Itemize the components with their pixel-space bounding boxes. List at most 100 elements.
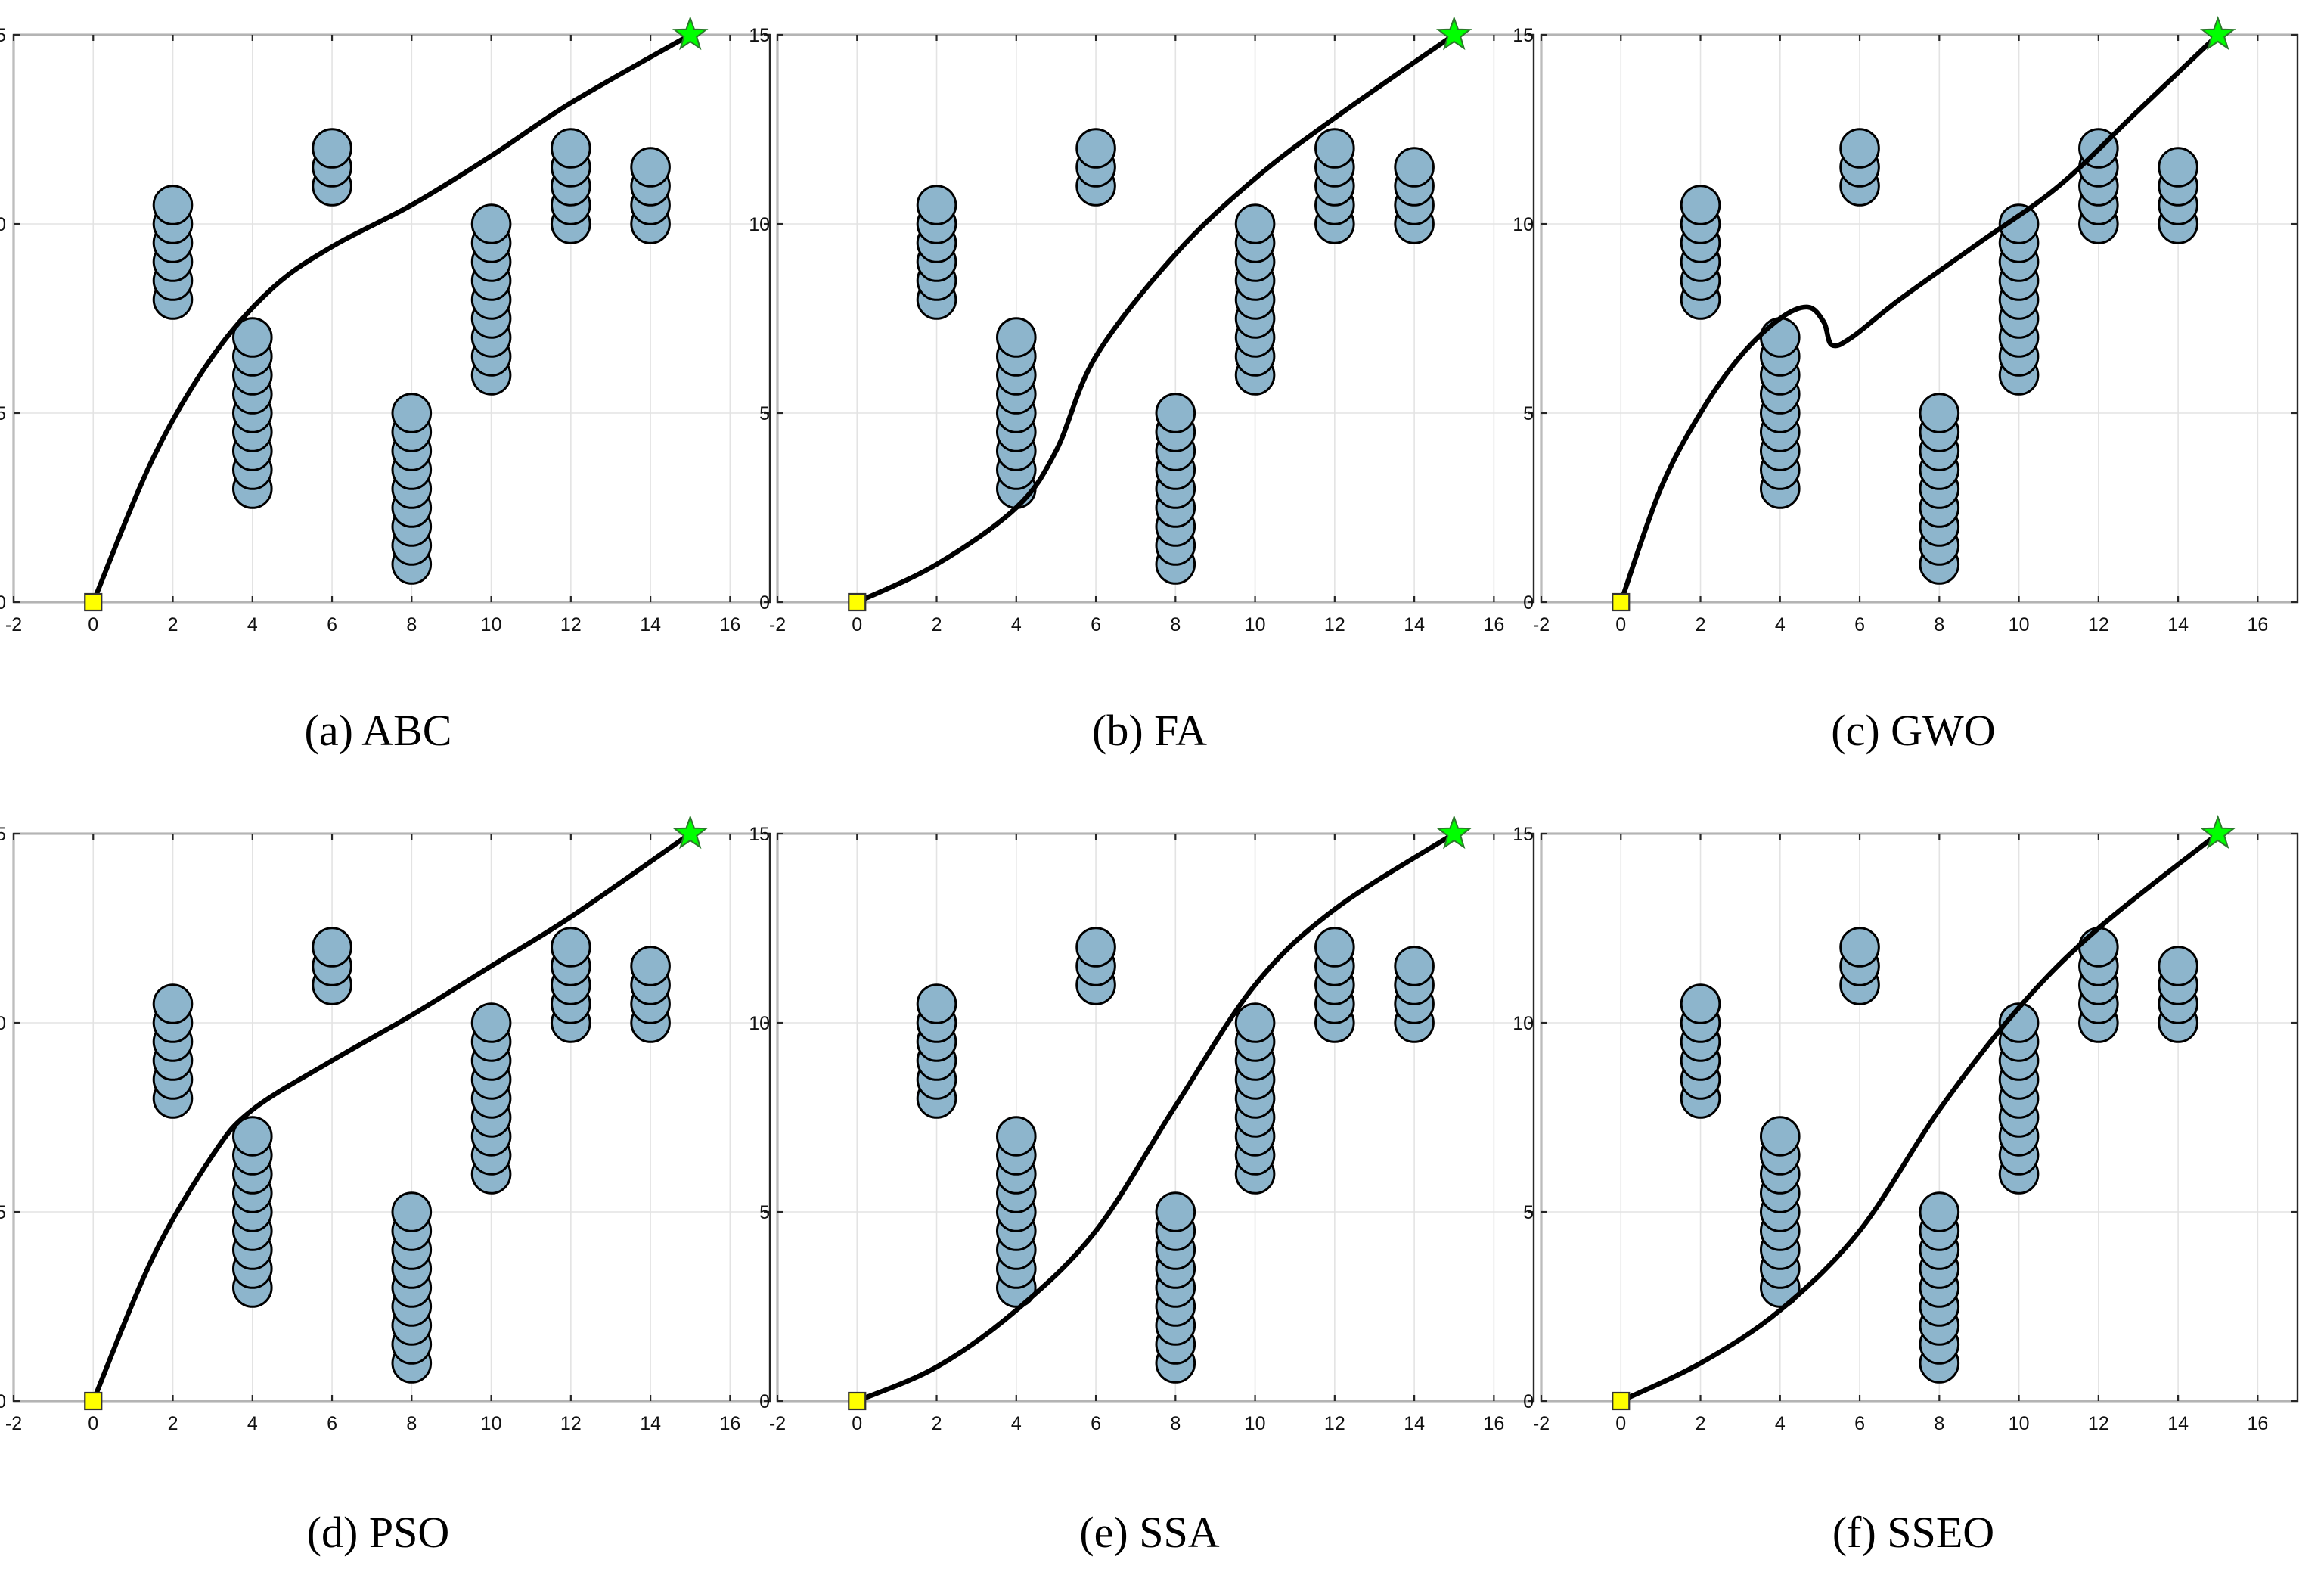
obstacle-circle: [551, 128, 591, 169]
obstacle-circle: [1919, 1191, 1960, 1232]
x-tick-label-d: 12: [560, 1413, 582, 1434]
x-tick-label-d: 0: [88, 1413, 98, 1434]
caption-d: (d) PSO: [307, 1508, 450, 1557]
x-tick-label-a: 2: [168, 614, 178, 635]
obstacle-circle: [1839, 927, 1880, 968]
x-tick-label-e: 2: [932, 1413, 942, 1434]
x-tick-label-f: 14: [2167, 1413, 2189, 1434]
obstacle-circle: [152, 185, 194, 225]
y-tick-label-c: 10: [1513, 214, 1534, 235]
x-tick-label-c: 8: [1934, 614, 1944, 635]
obstacle-circle: [312, 927, 352, 968]
y-tick-label-a: 0: [0, 592, 6, 614]
obstacle-circle: [1839, 128, 1880, 169]
y-tick-label-d: 15: [0, 824, 6, 845]
obstacle-circle: [231, 317, 273, 358]
robot-path-b: [855, 32, 1457, 605]
y-tick-label-a: 15: [0, 25, 6, 46]
obstacle-circle: [1314, 927, 1355, 968]
x-tick-label-c: 2: [1696, 614, 1706, 635]
caption-b: (b) FA: [1092, 706, 1207, 755]
x-tick-label-a: 12: [560, 614, 582, 635]
goal-star-e: [1435, 815, 1472, 850]
x-tick-label-d: -2: [5, 1413, 22, 1434]
x-tick-label-a: 4: [247, 614, 258, 635]
obstacles-c: [1680, 128, 2198, 585]
obstacle-circle: [2158, 147, 2198, 188]
robot-path-c: [1618, 32, 2220, 605]
obstacles-d: [152, 927, 671, 1384]
y-tick-label-f: 5: [1523, 1202, 1534, 1223]
obstacle-circle: [916, 185, 957, 225]
x-tick-label-d: 4: [247, 1413, 258, 1434]
robot-path-f: [1618, 831, 2220, 1404]
obstacle-circle: [916, 983, 957, 1024]
x-tick-label-a: 16: [719, 614, 740, 635]
x-tick-label-c: 14: [2167, 614, 2189, 635]
obstacle-circle: [231, 1116, 273, 1157]
x-tick-label-e: 4: [1011, 1413, 1022, 1434]
start-marker-d: [84, 1391, 103, 1411]
robot-path-e: [855, 831, 1457, 1404]
x-tick-label-d: 14: [640, 1413, 661, 1434]
obstacle-circle: [1919, 393, 1960, 433]
x-tick-label-a: 0: [88, 614, 98, 635]
goal-star-f: [2199, 815, 2236, 850]
y-tick-label-b: 0: [759, 592, 770, 614]
obstacle-circle: [2158, 946, 2198, 986]
x-tick-label-b: 6: [1091, 614, 1101, 635]
caption-e: (e) SSA: [1079, 1508, 1219, 1557]
obstacle-circle: [551, 927, 591, 968]
start-marker-b: [848, 592, 867, 612]
obstacle-circle: [391, 393, 433, 433]
x-tick-label-d: 16: [719, 1413, 740, 1434]
y-tick-label-b: 15: [749, 25, 770, 46]
x-tick-label-f: 8: [1934, 1413, 1944, 1434]
robot-path-d: [91, 831, 693, 1404]
x-tick-label-f: 16: [2247, 1413, 2268, 1434]
x-tick-label-c: 0: [1615, 614, 1626, 635]
x-tick-label-e: 8: [1170, 1413, 1181, 1434]
obstacle-circle: [1394, 946, 1435, 986]
obstacle-circle: [470, 203, 512, 244]
y-tick-label-e: 15: [749, 824, 770, 845]
obstacles-b: [916, 128, 1435, 585]
x-tick-label-c: -2: [1533, 614, 1550, 635]
start-marker-e: [848, 1391, 867, 1411]
obstacle-circle: [1394, 147, 1435, 188]
obstacle-circle: [1234, 203, 1276, 244]
y-tick-label-d: 10: [0, 1013, 6, 1034]
x-tick-label-f: -2: [1533, 1413, 1550, 1434]
y-tick-label-e: 5: [759, 1202, 770, 1223]
x-tick-label-a: 14: [640, 614, 661, 635]
plot-frame-b: [776, 33, 1535, 604]
x-tick-label-e: 14: [1404, 1413, 1425, 1434]
obstacle-circle: [1680, 983, 1721, 1024]
x-tick-label-f: 2: [1696, 1413, 1706, 1434]
x-tick-label-e: 16: [1483, 1413, 1504, 1434]
y-tick-label-e: 0: [759, 1391, 770, 1412]
y-tick-label-f: 15: [1513, 824, 1534, 845]
robot-path-a: [91, 32, 693, 605]
goal-star-c: [2199, 16, 2236, 51]
y-tick-label-c: 0: [1523, 592, 1534, 614]
x-tick-label-b: 0: [852, 614, 862, 635]
goal-star-d: [672, 815, 709, 850]
obstacle-circle: [1075, 927, 1116, 968]
obstacle-circle: [2078, 927, 2119, 968]
x-tick-label-a: 8: [406, 614, 417, 635]
x-tick-label-e: 0: [852, 1413, 862, 1434]
x-tick-label-f: 0: [1615, 1413, 1626, 1434]
x-tick-label-a: 10: [481, 614, 502, 635]
y-tick-label-d: 5: [0, 1202, 6, 1223]
x-tick-label-d: 6: [327, 1413, 337, 1434]
y-tick-label-c: 5: [1523, 403, 1534, 424]
